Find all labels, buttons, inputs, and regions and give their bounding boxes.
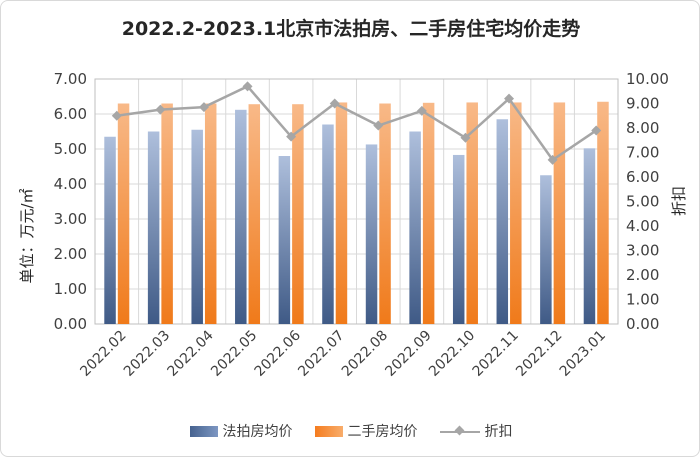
bar-auction-price xyxy=(104,136,116,324)
bar-auction-price xyxy=(496,119,509,324)
x-tick-label: 2022.12 xyxy=(513,328,565,380)
bar-resale-price xyxy=(248,104,261,324)
bar-resale-price xyxy=(204,103,217,324)
x-tick-label: 2022.07 xyxy=(295,328,347,380)
x-tick-label: 2022.08 xyxy=(339,328,391,380)
x-tick-label: 2022.09 xyxy=(382,328,434,380)
legend-label-resale: 二手房均价 xyxy=(347,424,418,440)
bar-resale-price xyxy=(117,103,130,324)
y2-tick-label: 4.00 xyxy=(626,217,659,235)
discount-point xyxy=(286,131,297,142)
y-tick-label: 6.00 xyxy=(54,105,87,123)
bar-auction-price xyxy=(278,156,291,324)
x-tick-label: 2022.10 xyxy=(426,328,478,380)
chart-title: 2022.2-2023.1北京市法拍房、二手房住宅均价走势 xyxy=(121,18,581,40)
bar-auction-price xyxy=(235,109,247,324)
bar-auction-price xyxy=(540,175,552,324)
y-tick-label: 7.00 xyxy=(54,70,87,88)
discount-point xyxy=(460,132,471,143)
legend-label-auction: 法拍房均价 xyxy=(222,424,293,440)
discount-point xyxy=(416,105,427,116)
discount-point xyxy=(504,93,515,104)
y2-tick-label: 5.00 xyxy=(626,193,659,211)
legend-item-discount: 折扣 xyxy=(439,421,513,441)
bar-auction-price xyxy=(147,131,160,324)
y-tick-label: 3.00 xyxy=(54,210,87,228)
y-tick-label: 2.00 xyxy=(54,245,87,263)
discount-line xyxy=(116,84,597,162)
y2-tick-label: 3.00 xyxy=(626,242,659,260)
y2-tick-label: 10.00 xyxy=(626,70,669,88)
y2-tick-label: 6.00 xyxy=(626,168,659,186)
y2-tick-label: 2.00 xyxy=(626,266,659,284)
y-tick-label: 1.00 xyxy=(54,280,87,298)
x-tick-label: 2023.01 xyxy=(557,328,609,380)
discount-point xyxy=(242,81,253,92)
discount-point xyxy=(547,154,558,165)
bar-resale-price xyxy=(422,102,435,324)
bar-auction-price xyxy=(452,154,465,324)
bar-resale-price xyxy=(553,102,566,324)
bar-auction-price xyxy=(365,144,378,324)
y2-axis-label: 折扣 xyxy=(670,186,688,216)
y2-tick-label: 7.00 xyxy=(626,144,659,162)
bar-resale-price xyxy=(597,101,609,324)
discount-point xyxy=(198,102,209,113)
y2-tick-label: 8.00 xyxy=(626,119,659,137)
discount-point xyxy=(329,98,340,109)
bar-auction-price xyxy=(583,148,596,324)
x-tick-label: 2022.06 xyxy=(252,327,304,379)
bar-resale-price xyxy=(292,104,304,324)
y-tick-label: 4.00 xyxy=(54,175,87,193)
legend-line-discount xyxy=(439,426,480,437)
bar-resale-price xyxy=(335,102,348,324)
legend-swatch-resale xyxy=(314,425,343,437)
bar-resale-price xyxy=(161,103,173,324)
bar-resale-price xyxy=(466,102,478,324)
x-tick-label: 2022.05 xyxy=(208,328,260,380)
y2-tick-label: 9.00 xyxy=(626,95,659,113)
legend-swatch-auction xyxy=(189,425,218,437)
bar-resale-price xyxy=(510,102,522,324)
y2-tick-label: 0.00 xyxy=(626,315,659,333)
bar-auction-price xyxy=(191,129,203,324)
x-tick-label: 2022.11 xyxy=(470,328,522,380)
legend: 法拍房均价 二手房均价 折扣 xyxy=(1,421,699,441)
y-tick-label: 5.00 xyxy=(54,140,87,158)
discount-point xyxy=(155,104,166,115)
discount-point xyxy=(111,110,122,121)
discount-point xyxy=(373,120,384,131)
y2-tick-label: 1.00 xyxy=(626,291,659,309)
legend-item-resale: 二手房均价 xyxy=(314,421,418,441)
x-tick-label: 2022.04 xyxy=(165,327,217,379)
y-tick-label: 0.00 xyxy=(54,315,87,333)
legend-item-auction: 法拍房均价 xyxy=(189,421,293,441)
x-tick-label: 2022.03 xyxy=(121,328,173,380)
bar-auction-price xyxy=(409,131,421,324)
legend-label-discount: 折扣 xyxy=(484,424,513,440)
bar-auction-price xyxy=(322,124,334,324)
y-axis-label: 单位：万元/㎡ xyxy=(18,188,36,283)
x-tick-label: 2022.02 xyxy=(77,328,129,380)
bar-resale-price xyxy=(379,103,391,324)
plot-area xyxy=(94,78,619,325)
discount-point xyxy=(591,125,602,136)
